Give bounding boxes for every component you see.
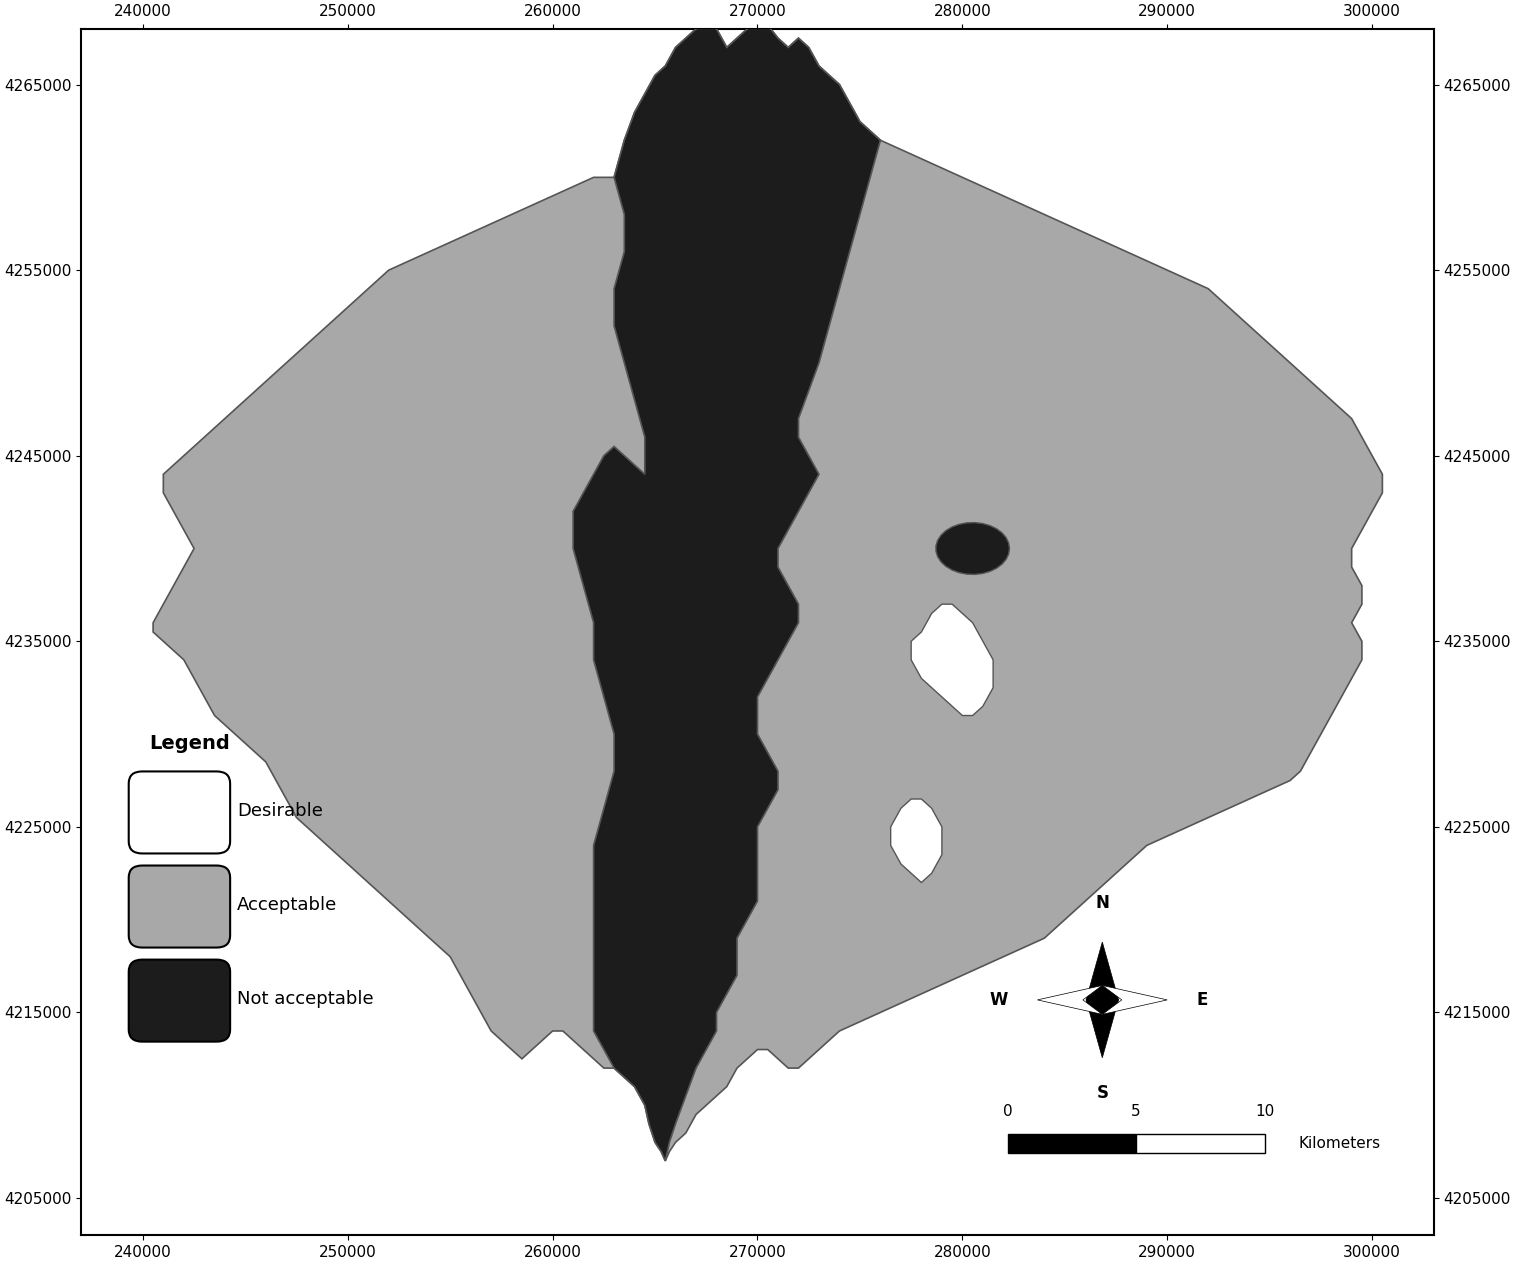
Text: Acceptable: Acceptable bbox=[236, 896, 338, 914]
Text: 10: 10 bbox=[1254, 1105, 1274, 1120]
FancyBboxPatch shape bbox=[129, 959, 230, 1042]
Polygon shape bbox=[1086, 942, 1118, 1018]
Bar bbox=[1136, 1134, 1265, 1153]
Text: E: E bbox=[1197, 991, 1209, 1009]
Polygon shape bbox=[891, 799, 942, 882]
Text: Legend: Legend bbox=[148, 733, 230, 752]
Polygon shape bbox=[936, 522, 1009, 574]
Polygon shape bbox=[1038, 986, 1103, 1015]
Polygon shape bbox=[1103, 986, 1167, 1015]
Bar bbox=[1007, 1134, 1136, 1153]
Polygon shape bbox=[1086, 982, 1118, 1058]
Text: W: W bbox=[989, 991, 1007, 1009]
FancyBboxPatch shape bbox=[129, 771, 230, 853]
Text: Not acceptable: Not acceptable bbox=[236, 991, 374, 1009]
Polygon shape bbox=[911, 604, 994, 715]
Polygon shape bbox=[573, 20, 880, 1160]
FancyBboxPatch shape bbox=[129, 866, 230, 948]
Text: Desirable: Desirable bbox=[236, 803, 323, 820]
Text: N: N bbox=[1095, 894, 1109, 911]
Text: S: S bbox=[1097, 1085, 1109, 1102]
Text: 5: 5 bbox=[1132, 1105, 1141, 1120]
Text: 0: 0 bbox=[1003, 1105, 1012, 1120]
Text: Kilometers: Kilometers bbox=[1298, 1136, 1380, 1152]
Polygon shape bbox=[153, 20, 1382, 1160]
